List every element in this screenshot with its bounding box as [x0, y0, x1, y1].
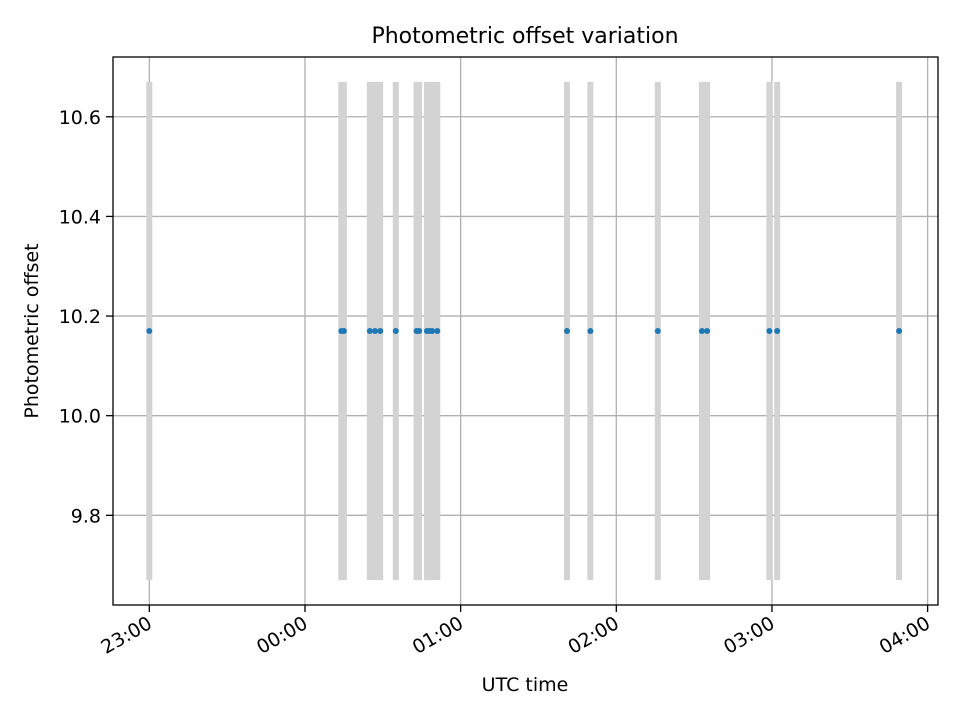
- data-point: [366, 328, 373, 334]
- data-point: [340, 328, 347, 334]
- data-point: [587, 328, 594, 334]
- y-tick-label: 9.8: [71, 505, 101, 527]
- data-point: [377, 328, 384, 334]
- data-point: [392, 328, 399, 334]
- data-point: [434, 328, 441, 334]
- y-tick-label: 10.6: [59, 107, 101, 129]
- y-axis-ticks: 9.8 10.0 10.2 10.4 10.6: [59, 107, 113, 527]
- chart-title: Photometric offset variation: [371, 24, 678, 49]
- grid: [113, 57, 938, 605]
- data-point: [698, 328, 705, 334]
- data-point: [429, 328, 436, 334]
- data-point: [654, 328, 661, 334]
- data-point: [146, 328, 153, 334]
- y-tick-label: 10.2: [59, 306, 101, 328]
- data-point: [372, 328, 379, 334]
- plot-area: [113, 57, 938, 605]
- data-point: [896, 328, 903, 334]
- y-axis-label: Photometric offset: [21, 243, 43, 418]
- data-point: [766, 328, 773, 334]
- data-point: [704, 328, 711, 334]
- y-tick-label: 10.4: [59, 206, 101, 228]
- y-tick-label: 10.0: [59, 406, 101, 428]
- data-point: [774, 328, 781, 334]
- data-points: [146, 328, 903, 334]
- data-point: [564, 328, 571, 334]
- x-axis-label: UTC time: [482, 674, 569, 696]
- data-point: [416, 328, 423, 334]
- plot-frame: [112, 56, 939, 606]
